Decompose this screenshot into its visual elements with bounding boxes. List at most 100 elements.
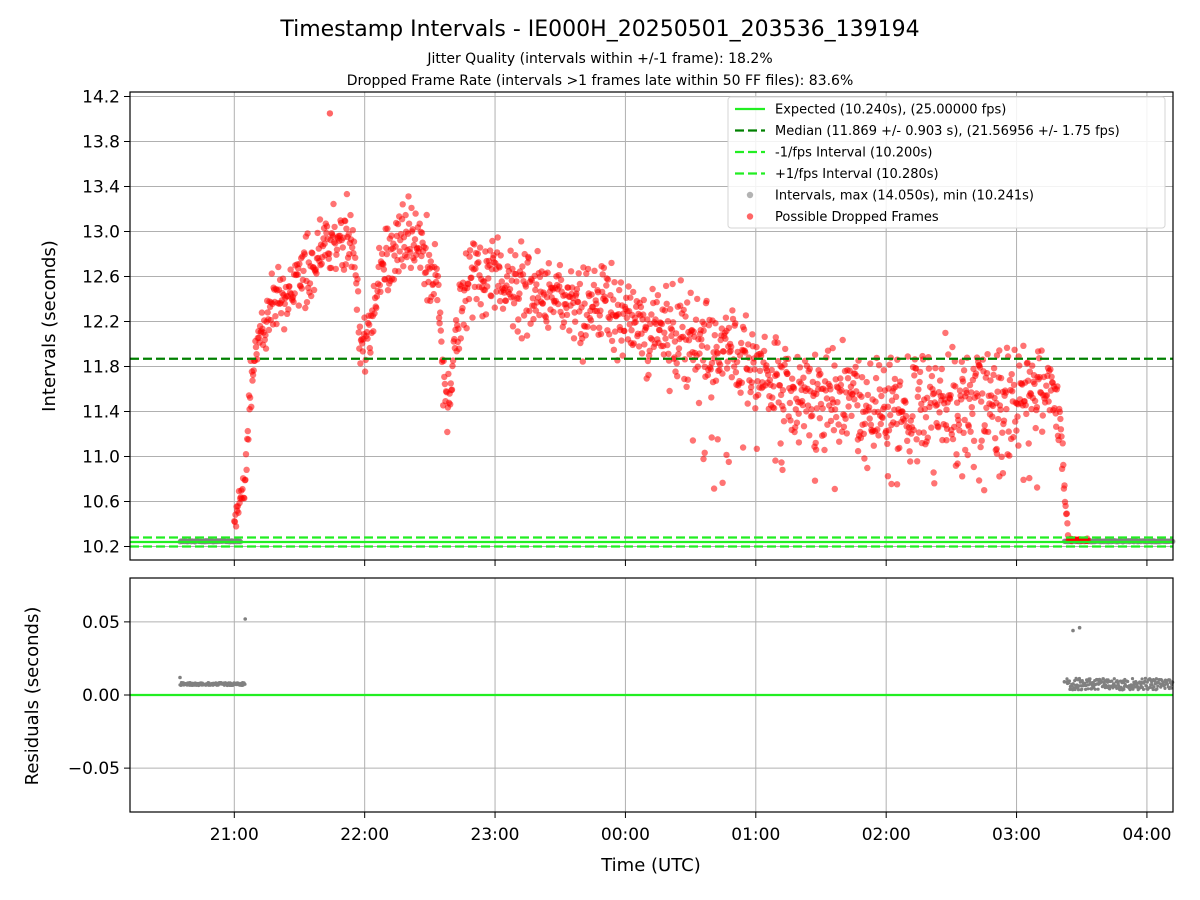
dropped-frame-point <box>1060 461 1067 469</box>
dropped-frame-point <box>349 244 356 251</box>
dropped-frame-point <box>812 446 820 453</box>
dropped-frame-point <box>1000 417 1008 424</box>
dropped-frame-point <box>1006 452 1013 459</box>
residual-point <box>1131 687 1135 691</box>
dropped-frame-point <box>854 402 861 409</box>
dropped-frame-point <box>625 283 632 290</box>
dropped-frame-point <box>904 353 911 360</box>
residual-point <box>1163 686 1167 691</box>
dropped-frame-point <box>246 394 254 401</box>
dropped-frame-point <box>700 455 707 463</box>
dropped-frame-point <box>790 385 798 392</box>
dropped-frame-point <box>677 302 684 309</box>
dropped-frame-point <box>955 421 963 428</box>
dropped-frame-point <box>996 473 1003 480</box>
residual-point <box>1161 680 1165 684</box>
dropped-frame-point <box>714 436 721 443</box>
dropped-frame-point <box>891 375 899 383</box>
dropped-frame-point <box>466 247 474 254</box>
dropped-frame-point <box>644 357 652 365</box>
dropped-frame-point <box>557 276 565 284</box>
dropped-frame-point <box>294 271 301 278</box>
dropped-frame-point <box>332 265 339 273</box>
dropped-frame-point <box>935 424 942 431</box>
dropped-frame-point <box>640 311 647 318</box>
dropped-frame-point <box>978 398 985 405</box>
residual-point <box>1165 682 1169 686</box>
dropped-frame-point <box>1008 371 1015 378</box>
dropped-frame-point <box>840 423 848 430</box>
dropped-frame-point <box>1016 362 1023 369</box>
dropped-frame-point <box>425 251 433 259</box>
dropped-frame-point <box>689 437 697 444</box>
dropped-frame-point <box>645 371 652 379</box>
dropped-frame-point <box>784 370 791 377</box>
dropped-frame-point <box>448 386 456 393</box>
dropped-frame-point <box>262 345 270 352</box>
dropped-frame-point <box>1020 342 1027 349</box>
dropped-frame-point <box>513 278 520 285</box>
dropped-frame-point <box>684 299 691 306</box>
dropped-frame-point <box>637 303 645 311</box>
dropped-frame-point <box>884 403 892 410</box>
dropped-frame-point <box>747 388 754 396</box>
dropped-frame-point <box>1031 380 1038 387</box>
dropped-frame-point <box>866 415 873 422</box>
dropped-frame-point <box>258 309 266 316</box>
dropped-frame-point <box>897 378 904 385</box>
dropped-frame-point <box>1032 424 1039 432</box>
residual-point <box>1143 679 1147 683</box>
dropped-frame-point <box>879 414 886 422</box>
dropped-frame-point <box>742 312 750 319</box>
residual-point <box>1084 684 1088 688</box>
dropped-frame-point <box>974 393 981 400</box>
dropped-frame-point <box>497 252 504 259</box>
dropped-frame-point <box>545 260 552 267</box>
dropped-frame-point <box>904 437 911 444</box>
max-interval-point <box>326 110 334 117</box>
residual-point <box>1151 687 1155 692</box>
dropped-frame-point <box>753 445 760 452</box>
dropped-frame-point <box>494 234 501 241</box>
dropped-frame-point <box>499 305 507 312</box>
dropped-frame-point <box>915 386 922 393</box>
dropped-frame-point <box>831 406 839 413</box>
dropped-frame-point <box>779 466 786 474</box>
dropped-frame-point <box>668 332 675 340</box>
residual-point <box>1088 677 1092 681</box>
dropped-frame-point <box>991 394 998 402</box>
dropped-frame-point <box>776 382 784 389</box>
dropped-frame-point <box>437 309 444 316</box>
dropped-frame-point <box>411 257 418 264</box>
dropped-frame-point <box>584 323 591 330</box>
dropped-frame-point <box>878 392 885 400</box>
dropped-frame-point <box>556 283 563 290</box>
residual-point <box>1155 687 1159 691</box>
residual-point <box>1150 680 1154 684</box>
dropped-frame-point <box>581 300 588 307</box>
dropped-frame-point <box>544 269 551 276</box>
dropped-frame-point <box>1024 359 1031 366</box>
dropped-frame-point <box>865 404 873 411</box>
dropped-frame-point <box>664 318 672 325</box>
residual-point <box>1093 687 1097 691</box>
dropped-frame-point <box>1063 510 1071 517</box>
legend-label: Median (11.869 +/- 0.903 s), (21.56956 +… <box>775 124 1120 139</box>
residual-point <box>1080 687 1084 691</box>
residual-outlier-point <box>1071 628 1075 633</box>
dropped-frame-point <box>768 366 775 374</box>
dropped-frame-point <box>845 403 852 410</box>
residual-point <box>1154 677 1158 681</box>
dropped-frame-point <box>611 279 618 286</box>
dropped-frame-point <box>654 292 662 299</box>
dropped-frame-point <box>241 495 248 502</box>
dropped-frame-point <box>1010 434 1017 441</box>
dropped-frame-point <box>669 280 676 288</box>
dropped-frame-point <box>780 406 787 413</box>
dropped-frame-point <box>619 352 626 359</box>
dropped-frame-point <box>723 451 730 459</box>
dropped-frame-point <box>514 328 521 335</box>
dropped-frame-point <box>732 369 740 376</box>
residual-point <box>1148 685 1152 690</box>
dropped-frame-point <box>630 340 637 347</box>
